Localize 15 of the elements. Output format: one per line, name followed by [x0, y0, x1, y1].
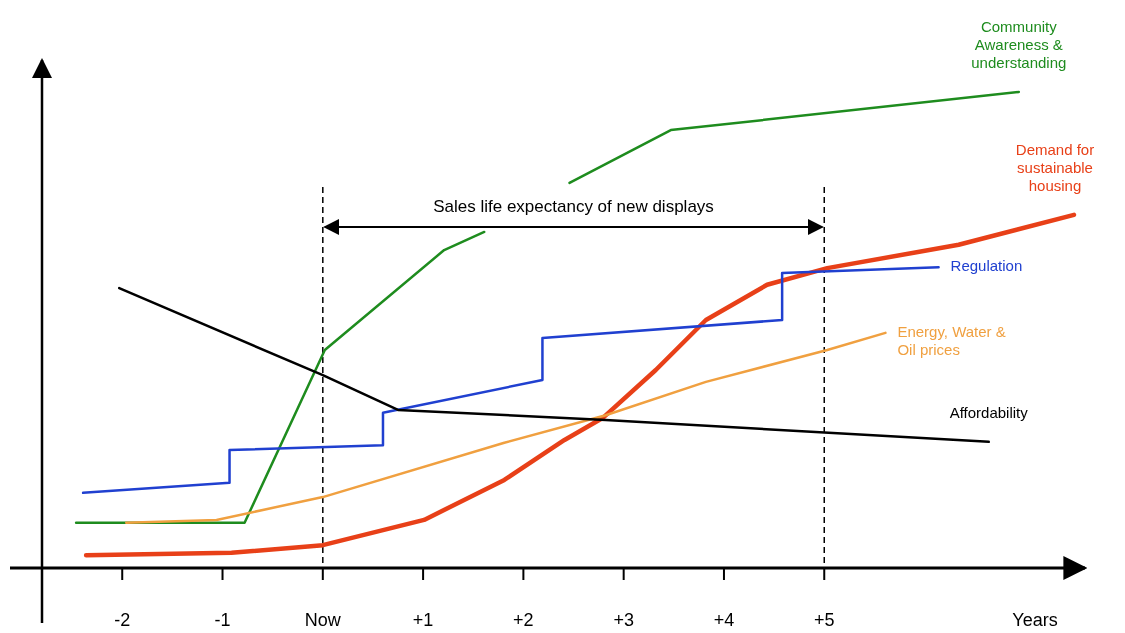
series-label: Community Awareness & understanding [971, 18, 1067, 71]
series-label: Regulation [950, 257, 1023, 275]
x-tick-label: +1 [412, 610, 434, 630]
annotation: Sales life expectancy of new displays [433, 197, 714, 216]
series-label: Demand for sustainable housing [1015, 140, 1095, 194]
series-label: Energy, Water & Oil prices [897, 322, 1006, 358]
x-tick-label: +4 [713, 610, 735, 630]
x-tick-label: +3 [613, 610, 634, 630]
x-tick-label: -2 [114, 610, 131, 630]
x-tick-label: -1 [214, 610, 231, 630]
series-label: Affordability [949, 403, 1029, 421]
x-tick-label: +5 [813, 610, 835, 630]
x-axis-title: Years [1012, 610, 1058, 630]
x-tick-label: +2 [513, 610, 534, 630]
x-tick-label: Now [304, 610, 342, 630]
